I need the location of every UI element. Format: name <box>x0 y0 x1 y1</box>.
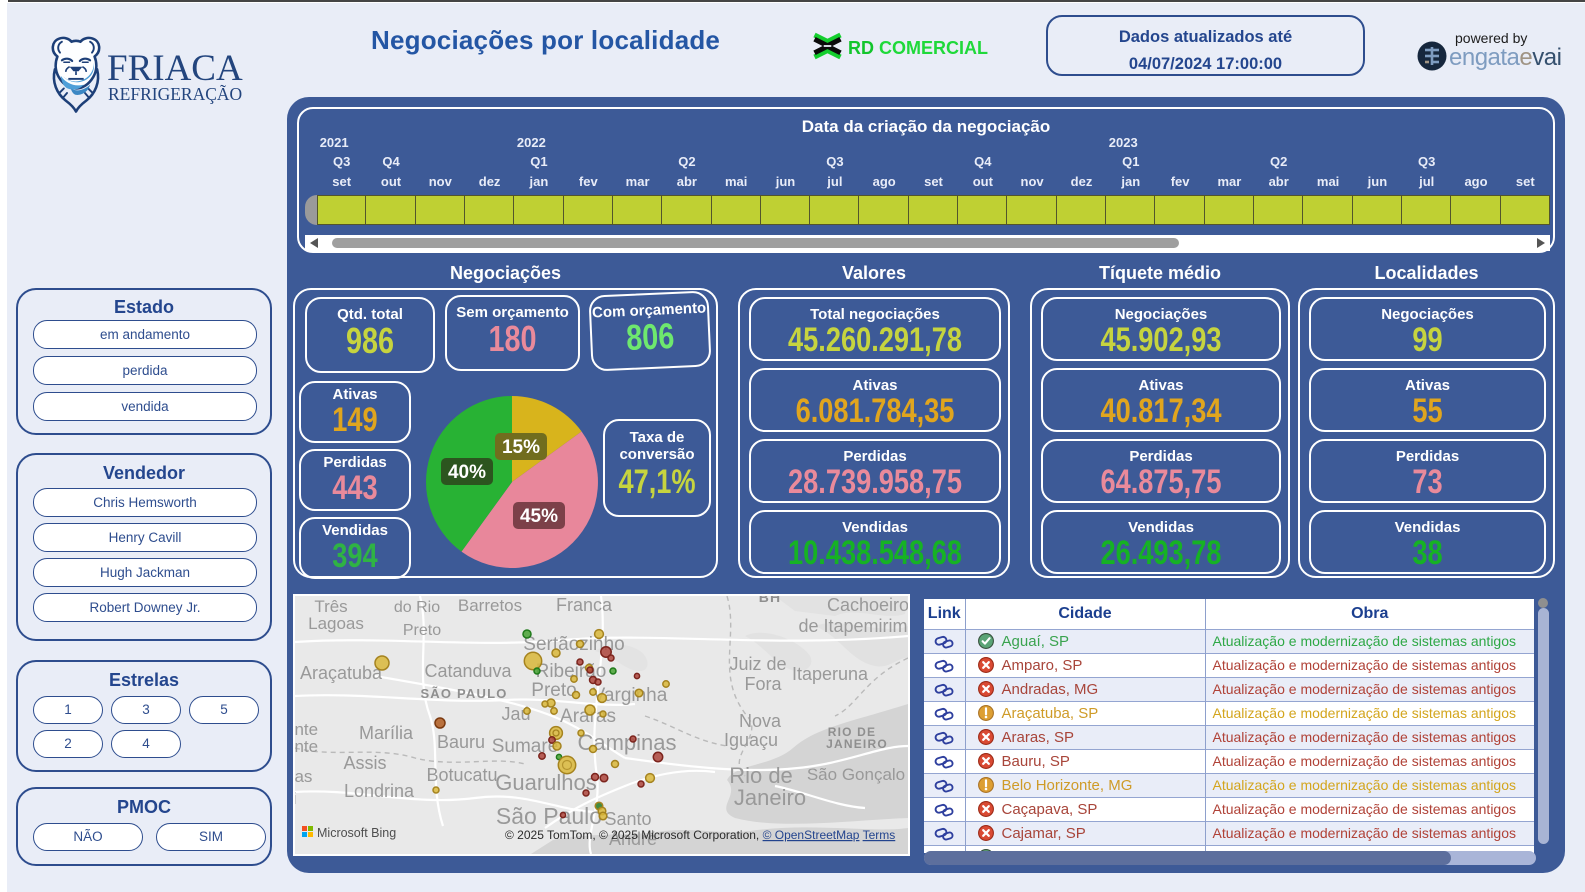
svg-text:SÃO PAULO: SÃO PAULO <box>420 686 507 701</box>
svg-text:Barretos: Barretos <box>458 596 522 615</box>
svg-text:Janeiro: Janeiro <box>734 785 806 810</box>
svg-text:Jaú: Jaú <box>501 704 530 724</box>
svg-text:Lagoas: Lagoas <box>308 614 364 633</box>
svg-text:São Gonçalo: São Gonçalo <box>807 765 905 784</box>
svg-text:Três: Três <box>314 597 347 616</box>
svg-text:Franca: Franca <box>556 596 613 615</box>
svg-text:Preto: Preto <box>403 622 441 639</box>
svg-text:li: li <box>295 789 297 808</box>
svg-text:Guarulhos: Guarulhos <box>495 770 597 795</box>
svg-text:Bauru: Bauru <box>437 732 485 752</box>
svg-text:André: André <box>609 829 657 849</box>
svg-text:do Rio: do Rio <box>394 599 440 616</box>
svg-text:JANEIRO: JANEIRO <box>826 737 888 751</box>
svg-text:de Itapemirim: de Itapemirim <box>798 616 907 636</box>
svg-text:engataevai: engataevai <box>1449 44 1561 71</box>
svg-text:Itaperuna: Itaperuna <box>792 664 869 684</box>
svg-text:Iguaçu: Iguaçu <box>724 730 778 750</box>
svg-text:45%: 45% <box>520 506 558 527</box>
svg-text:Varginha: Varginha <box>593 685 668 706</box>
svg-text:Rio de: Rio de <box>729 763 793 788</box>
svg-text:Marília: Marília <box>359 723 414 743</box>
svg-text:40%: 40% <box>448 462 486 483</box>
svg-text:Juiz de: Juiz de <box>729 654 786 674</box>
svg-text:Nova: Nova <box>739 711 782 731</box>
svg-text:Santo: Santo <box>604 809 651 829</box>
svg-text:Assis: Assis <box>343 753 386 773</box>
svg-text:São Paulo: São Paulo <box>496 803 602 829</box>
svg-text:© 2025 TomTom, © 2025 Microsof: © 2025 TomTom, © 2025 Microsoft Corporat… <box>505 828 895 842</box>
svg-text:Microsoft Bing: Microsoft Bing <box>317 826 396 840</box>
svg-text:gas: gas <box>295 767 312 786</box>
svg-text:Catanduva: Catanduva <box>424 661 512 681</box>
svg-text:Sumaré: Sumaré <box>492 736 559 757</box>
svg-text:Londrina: Londrina <box>344 781 415 801</box>
svg-text:Araçatuba: Araçatuba <box>300 663 383 683</box>
svg-text:Fora: Fora <box>744 674 782 694</box>
svg-text:Cachoeiro: Cachoeiro <box>827 596 908 615</box>
svg-text:BH: BH <box>759 596 782 605</box>
svg-text:Preto: Preto <box>531 680 576 701</box>
svg-text:Botucatu: Botucatu <box>426 765 497 785</box>
svg-text:Sertãozinho: Sertãozinho <box>523 634 624 655</box>
svg-text:RIO DE: RIO DE <box>828 725 877 739</box>
svg-text:15%: 15% <box>502 437 540 458</box>
